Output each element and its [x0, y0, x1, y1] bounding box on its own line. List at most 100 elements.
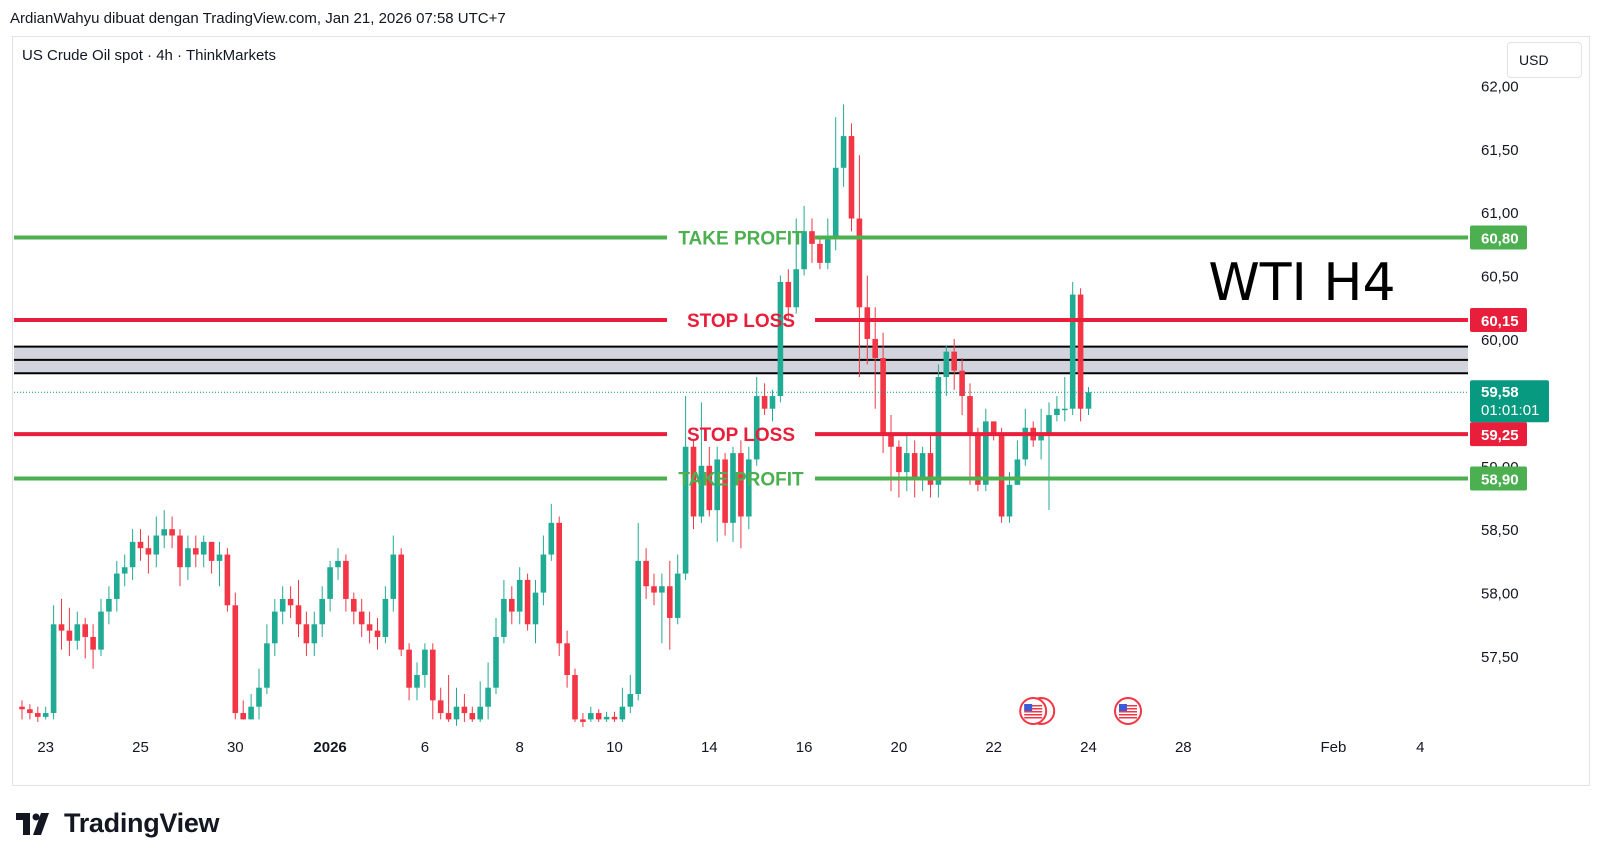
- x-tick-label: 22: [985, 739, 1002, 756]
- candle-body: [698, 465, 705, 517]
- symbol-info[interactable]: US Crude Oil spot · 4h · ThinkMarkets: [22, 47, 276, 64]
- candle-body: [279, 598, 286, 612]
- us-event-flag-icon[interactable]: [1114, 697, 1142, 725]
- candle-body: [674, 573, 681, 618]
- candle-body: [1006, 484, 1013, 517]
- take-profit-upper-text: TAKE PROFIT: [678, 229, 804, 250]
- candle-body: [161, 529, 167, 536]
- candle-body: [366, 624, 373, 631]
- chart-attribution: ArdianWahyu dibuat dengan TradingView.co…: [10, 10, 506, 27]
- candle-body: [1046, 415, 1052, 435]
- candle-body: [58, 624, 65, 631]
- candle-body: [19, 706, 25, 710]
- candle-body: [690, 446, 697, 517]
- candle-body: [911, 453, 918, 479]
- candle-body: [343, 560, 349, 599]
- candle-body: [951, 351, 957, 371]
- candle-body: [264, 643, 270, 688]
- candle-body: [50, 624, 57, 714]
- candle-body: [967, 396, 973, 435]
- stop-loss-upper-price-label: 60,15: [1481, 313, 1519, 330]
- tradingview-brand: TradingView: [64, 808, 220, 838]
- candle-body: [603, 716, 610, 720]
- candle-body: [635, 560, 641, 695]
- candle-body: [477, 706, 483, 720]
- candle-body: [335, 560, 341, 568]
- candle-body: [722, 459, 728, 523]
- candle-body: [1022, 427, 1029, 460]
- candle-body: [311, 624, 318, 644]
- x-tick-label: 28: [1175, 739, 1192, 756]
- candle-body: [643, 560, 649, 587]
- candle-body: [153, 535, 160, 555]
- candle-body: [398, 554, 404, 650]
- flag-stripe: [1024, 714, 1043, 716]
- y-tick-label: 61,00: [1481, 205, 1519, 222]
- y-tick-label: 57,50: [1481, 649, 1519, 666]
- candle-body: [1062, 408, 1068, 411]
- candle-body: [682, 446, 689, 574]
- candle-body: [453, 706, 460, 720]
- candle-body: [66, 630, 73, 641]
- candle-body: [801, 231, 807, 270]
- candle-body: [524, 579, 531, 625]
- flag-stripe: [1024, 717, 1043, 719]
- candle-body: [121, 567, 128, 574]
- candle-body: [358, 611, 365, 625]
- candle-body: [564, 643, 570, 676]
- candle-body: [232, 605, 239, 714]
- x-tick-label: 4: [1416, 739, 1424, 756]
- candle-body: [998, 434, 1005, 517]
- stop-loss-lower-price-tag: [1470, 422, 1527, 447]
- take-profit-lower-text: TAKE PROFIT: [678, 469, 804, 490]
- candle-body: [240, 713, 246, 720]
- candle-body: [809, 231, 815, 244]
- flag-canton: [1024, 704, 1033, 711]
- candle-body: [975, 434, 981, 485]
- candles-group: [19, 104, 1092, 727]
- candle-body: [817, 243, 823, 263]
- candle-body: [548, 522, 555, 555]
- candle-body: [303, 624, 310, 644]
- candle-body: [1054, 408, 1060, 416]
- candle-body: [588, 713, 594, 720]
- candle-body: [627, 694, 634, 707]
- candle-body: [880, 357, 886, 435]
- take-profit-upper-price-tag: [1470, 225, 1527, 250]
- y-tick-label: 61,50: [1481, 142, 1519, 159]
- candle-body: [753, 396, 760, 460]
- candle-body: [1085, 392, 1092, 409]
- candle-body: [730, 453, 736, 523]
- candle-body: [437, 700, 444, 714]
- candle-body: [769, 396, 776, 409]
- candle-body: [216, 554, 223, 561]
- candle-body: [840, 136, 847, 168]
- candle-body: [445, 713, 452, 720]
- chart-pane[interactable]: [12, 36, 1590, 786]
- candle-body: [919, 453, 926, 479]
- x-tick-label: 6: [421, 739, 429, 756]
- candle-body: [777, 281, 784, 397]
- candle-body: [825, 237, 831, 263]
- candle-body: [501, 598, 507, 637]
- candle-body: [469, 713, 476, 720]
- take-profit-lower-price-tag: [1470, 466, 1527, 491]
- tradingview-logo[interactable]: TradingView: [16, 808, 220, 839]
- candle-body: [177, 535, 183, 568]
- x-tick-label: 14: [701, 739, 718, 756]
- candle-body: [746, 459, 752, 517]
- candle-body: [145, 548, 152, 555]
- candle-body: [98, 611, 104, 650]
- candle-body: [943, 351, 950, 378]
- stop-loss-upper-price-tag: [1470, 307, 1527, 332]
- candle-body: [327, 567, 333, 599]
- y-tick-label: 58,00: [1481, 586, 1519, 603]
- candle-body: [485, 687, 491, 707]
- flag-stripe: [1119, 711, 1137, 713]
- candle-body: [224, 554, 231, 606]
- candle-body: [430, 649, 436, 701]
- us-event-flag-icon[interactable]: [1019, 697, 1056, 725]
- candle-body: [287, 598, 294, 606]
- currency-selector[interactable]: USD: [1507, 42, 1582, 78]
